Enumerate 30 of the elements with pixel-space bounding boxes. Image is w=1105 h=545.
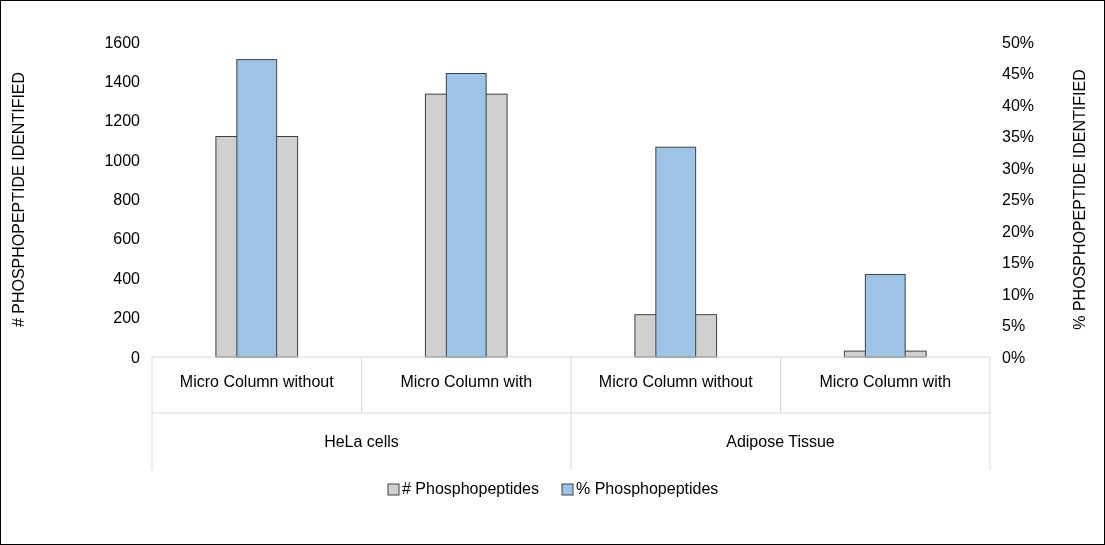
y-tick-label: 1600 bbox=[104, 33, 141, 51]
y-tick-label: 400 bbox=[113, 269, 141, 287]
y2-tick-label: 45% bbox=[1002, 65, 1035, 83]
y-tick-label: 1400 bbox=[104, 72, 141, 90]
y2-tick-label: 20% bbox=[1002, 222, 1035, 240]
y-tick-label: 800 bbox=[113, 191, 141, 209]
y2-tick-label: 35% bbox=[1002, 128, 1035, 146]
y-tick-label: 600 bbox=[113, 230, 141, 248]
y2-tick-label: 10% bbox=[1002, 285, 1035, 303]
y2-tick-label: 25% bbox=[1002, 191, 1035, 209]
y2-tick-label: 30% bbox=[1002, 159, 1035, 177]
y-tick-label: 0 bbox=[131, 348, 141, 366]
x-tick-label: Micro Column with bbox=[819, 373, 952, 390]
y2-axis-title: % PHOSPHOPEPTIDE IDENTIFIED bbox=[1071, 69, 1088, 330]
x-tick-label: Micro Column with bbox=[400, 373, 533, 390]
y-tick-label: 1000 bbox=[104, 151, 141, 169]
x-tick-label: Micro Column without bbox=[179, 373, 335, 390]
text: HeLa cells bbox=[324, 433, 399, 450]
y2-tick-label: 0% bbox=[1002, 348, 1026, 366]
x-tick-label: Micro Column without bbox=[598, 373, 754, 390]
y2-tick-label: 40% bbox=[1002, 96, 1035, 114]
y-tick-label: 200 bbox=[113, 309, 141, 327]
y2-tick-label: 15% bbox=[1002, 254, 1035, 272]
y2-tick-label: 50% bbox=[1002, 33, 1035, 51]
y2-tick-label: 5% bbox=[1002, 317, 1026, 335]
text: Adipose Tissue bbox=[726, 433, 835, 450]
y-axis-title: # PHOSPHOPEPTIDE IDENTIFIED bbox=[10, 71, 27, 328]
y-tick-label: 1200 bbox=[104, 112, 141, 130]
legend-label: # Phosphopeptides bbox=[402, 480, 539, 497]
legend-label: % Phosphopeptides bbox=[576, 480, 719, 497]
